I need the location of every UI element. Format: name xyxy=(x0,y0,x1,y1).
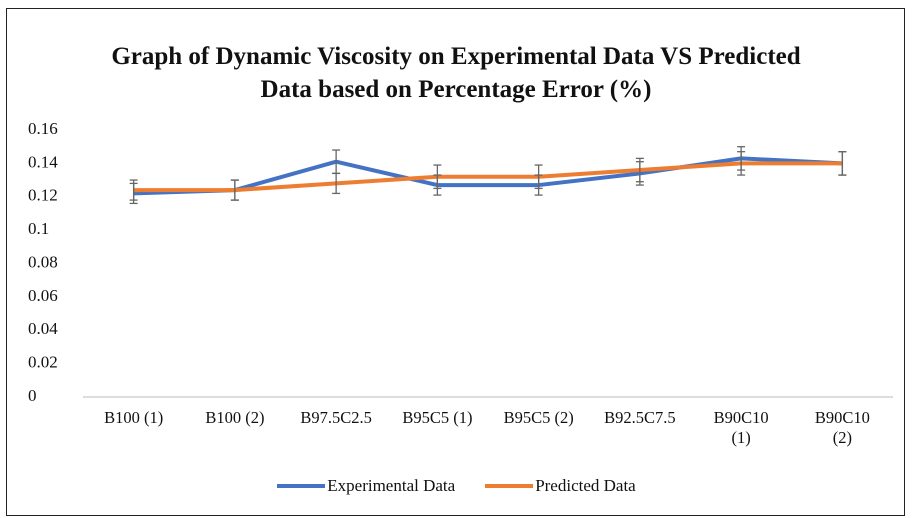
x-tick-label: B95C5 (2) xyxy=(503,408,574,427)
legend-swatch xyxy=(277,484,326,488)
series-line xyxy=(133,156,843,196)
error-bar xyxy=(635,157,644,183)
y-tick-label: 0.08 xyxy=(28,252,58,271)
error-bar xyxy=(737,151,746,176)
error-bar xyxy=(534,164,543,190)
legend-item: Predicted Data xyxy=(485,476,636,496)
legend-item: Experimental Data xyxy=(277,476,455,496)
y-tick-label: 0.12 xyxy=(28,186,58,205)
error-bar xyxy=(230,179,239,201)
y-tick-label: 0.04 xyxy=(28,319,58,338)
x-tick-label: B100 (2) xyxy=(205,408,265,427)
error-bar xyxy=(332,172,341,195)
y-tick-label: 0.1 xyxy=(28,219,49,238)
x-tick-label: B90C10 (1) xyxy=(713,408,769,447)
x-tick-label: B90C10 (2) xyxy=(814,408,870,447)
x-tick-label: B97.5C2.5 xyxy=(300,408,372,427)
y-tick-label: 0.16 xyxy=(28,119,58,138)
chart-frame xyxy=(6,8,905,516)
legend: Experimental Data Predicted Data xyxy=(0,476,913,496)
y-tick-label: 0.06 xyxy=(28,286,58,305)
error-bar xyxy=(838,151,847,176)
x-tick-label: B100 (1) xyxy=(104,408,164,427)
legend-swatch xyxy=(485,484,534,488)
legend-label: Predicted Data xyxy=(535,476,636,495)
y-tick-label: 0 xyxy=(28,386,37,405)
error-bar xyxy=(129,179,138,201)
legend-label: Experimental Data xyxy=(327,476,456,495)
x-tick-label: B92.5C7.5 xyxy=(604,408,676,427)
x-tick-label: B95C5 (1) xyxy=(402,408,473,427)
chart-title: Graph of Dynamic Viscosity on Experiment… xyxy=(111,43,801,103)
error-bar xyxy=(433,164,442,190)
y-tick-label: 0.14 xyxy=(28,152,58,171)
series-line xyxy=(133,161,843,193)
y-tick-label: 0.02 xyxy=(28,353,58,372)
